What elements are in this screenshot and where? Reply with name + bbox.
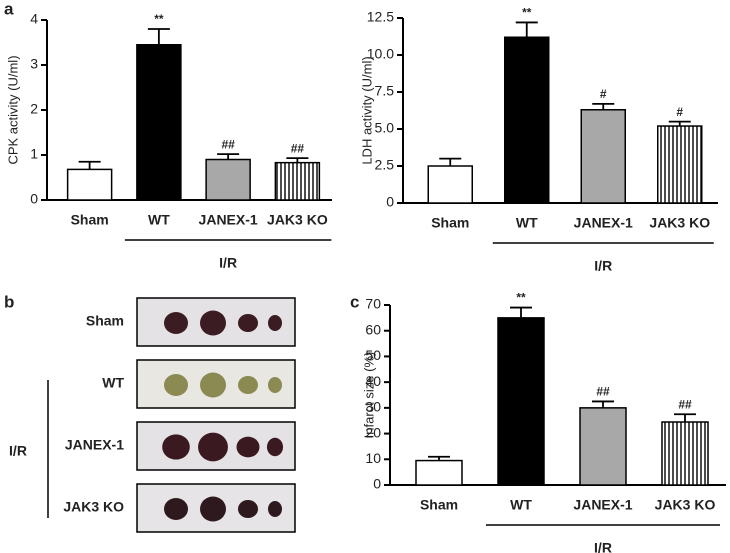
y-tick-label: 60: [365, 321, 381, 337]
error-bar: [78, 160, 101, 170]
heart: [238, 500, 258, 518]
x-tick-label: JANEX-1: [573, 497, 632, 513]
y-tick-label: 0: [30, 191, 38, 207]
y-tick-label: 10.0: [367, 46, 394, 62]
row-label: WT: [102, 375, 124, 391]
x-tick-label: Sham: [71, 212, 109, 228]
y-tick-label: 12.5: [367, 9, 394, 25]
significance: **: [516, 291, 526, 305]
heart: [236, 436, 260, 458]
heart: [238, 376, 258, 394]
significance: ##: [678, 397, 692, 411]
bar: [497, 317, 545, 486]
significance: ##: [596, 385, 610, 399]
bar: [427, 165, 473, 204]
x-tick-label: WT: [510, 497, 532, 513]
y-tick-label: 70: [365, 296, 381, 312]
x-tick-label: WT: [148, 212, 170, 228]
heart: [162, 434, 190, 460]
bar: [415, 459, 463, 486]
heart: [200, 372, 226, 398]
y-tick-label: 1: [30, 146, 38, 162]
error-bar: [428, 455, 450, 461]
x-tick-label: Sham: [420, 497, 458, 513]
error-bar: [147, 28, 170, 45]
y-tick-label: 7.5: [375, 83, 395, 99]
x-tick-label: Sham: [431, 215, 469, 231]
error-bar: [668, 120, 691, 127]
error-bar: [510, 306, 532, 318]
significance: **: [522, 6, 532, 20]
panel-label: a: [4, 0, 14, 18]
heart: [268, 377, 282, 393]
y-tick-label: 2: [30, 101, 38, 117]
panel-label: c: [350, 292, 359, 311]
x-tick-label: JAK3 KO: [655, 497, 716, 513]
y-tick-label: 2.5: [375, 157, 395, 173]
x-tick-label: WT: [516, 215, 538, 231]
row-label: JAK3 KO: [63, 499, 124, 515]
y-tick-label: 0: [373, 476, 381, 492]
y-tick-label: 3: [30, 56, 38, 72]
error-bar: [217, 153, 240, 160]
panel-label: b: [4, 292, 14, 311]
y-axis-label: Infarct size (%): [361, 352, 376, 439]
significance: #: [600, 87, 607, 101]
row-label: Sham: [86, 313, 124, 329]
x-tick-label: JANEX-1: [199, 212, 258, 228]
significance: ##: [221, 137, 235, 151]
error-bar: [674, 413, 696, 422]
error-bar: [592, 102, 615, 110]
bar: [580, 109, 626, 204]
group-label: I/R: [219, 255, 237, 271]
heart: [266, 437, 284, 457]
heart: [238, 314, 258, 332]
bar: [504, 36, 550, 204]
heart: [164, 374, 188, 396]
heart: [164, 312, 188, 334]
bar: [274, 161, 321, 201]
heart: [200, 496, 226, 522]
y-tick-label: 0: [386, 194, 394, 210]
error-bar: [286, 157, 309, 163]
bar: [136, 44, 182, 201]
y-tick-label: 4: [30, 11, 38, 27]
significance: **: [154, 12, 164, 26]
heart: [200, 310, 226, 336]
heart: [268, 501, 282, 517]
y-tick-label: 10: [365, 450, 381, 466]
group-label: I/R: [9, 443, 27, 459]
bar: [661, 421, 709, 486]
error-bar: [439, 157, 462, 166]
y-axis-label: LDH activity (U/ml): [359, 56, 374, 164]
x-tick-label: JAK3 KO: [267, 212, 328, 228]
heart: [198, 432, 228, 462]
bar: [205, 158, 251, 201]
bar: [66, 168, 113, 201]
bar: [657, 125, 703, 204]
y-axis-label: CPK activity (U/ml): [5, 55, 20, 164]
x-tick-label: JAK3 KO: [649, 215, 710, 231]
bar: [579, 407, 627, 486]
heart: [164, 498, 188, 520]
y-tick-label: 50: [365, 347, 381, 363]
group-label: I/R: [594, 258, 612, 274]
error-bar: [592, 400, 614, 408]
y-tick-label: 30: [365, 399, 381, 415]
y-tick-label: 40: [365, 373, 381, 389]
significance: ##: [291, 141, 305, 155]
heart: [268, 315, 282, 331]
x-tick-label: JANEX-1: [574, 215, 633, 231]
row-label: JANEX-1: [65, 437, 124, 453]
y-tick-label: 20: [365, 424, 381, 440]
significance: #: [676, 105, 683, 119]
error-bar: [515, 21, 538, 38]
group-label: I/R: [594, 540, 612, 553]
y-tick-label: 5.0: [375, 120, 395, 136]
